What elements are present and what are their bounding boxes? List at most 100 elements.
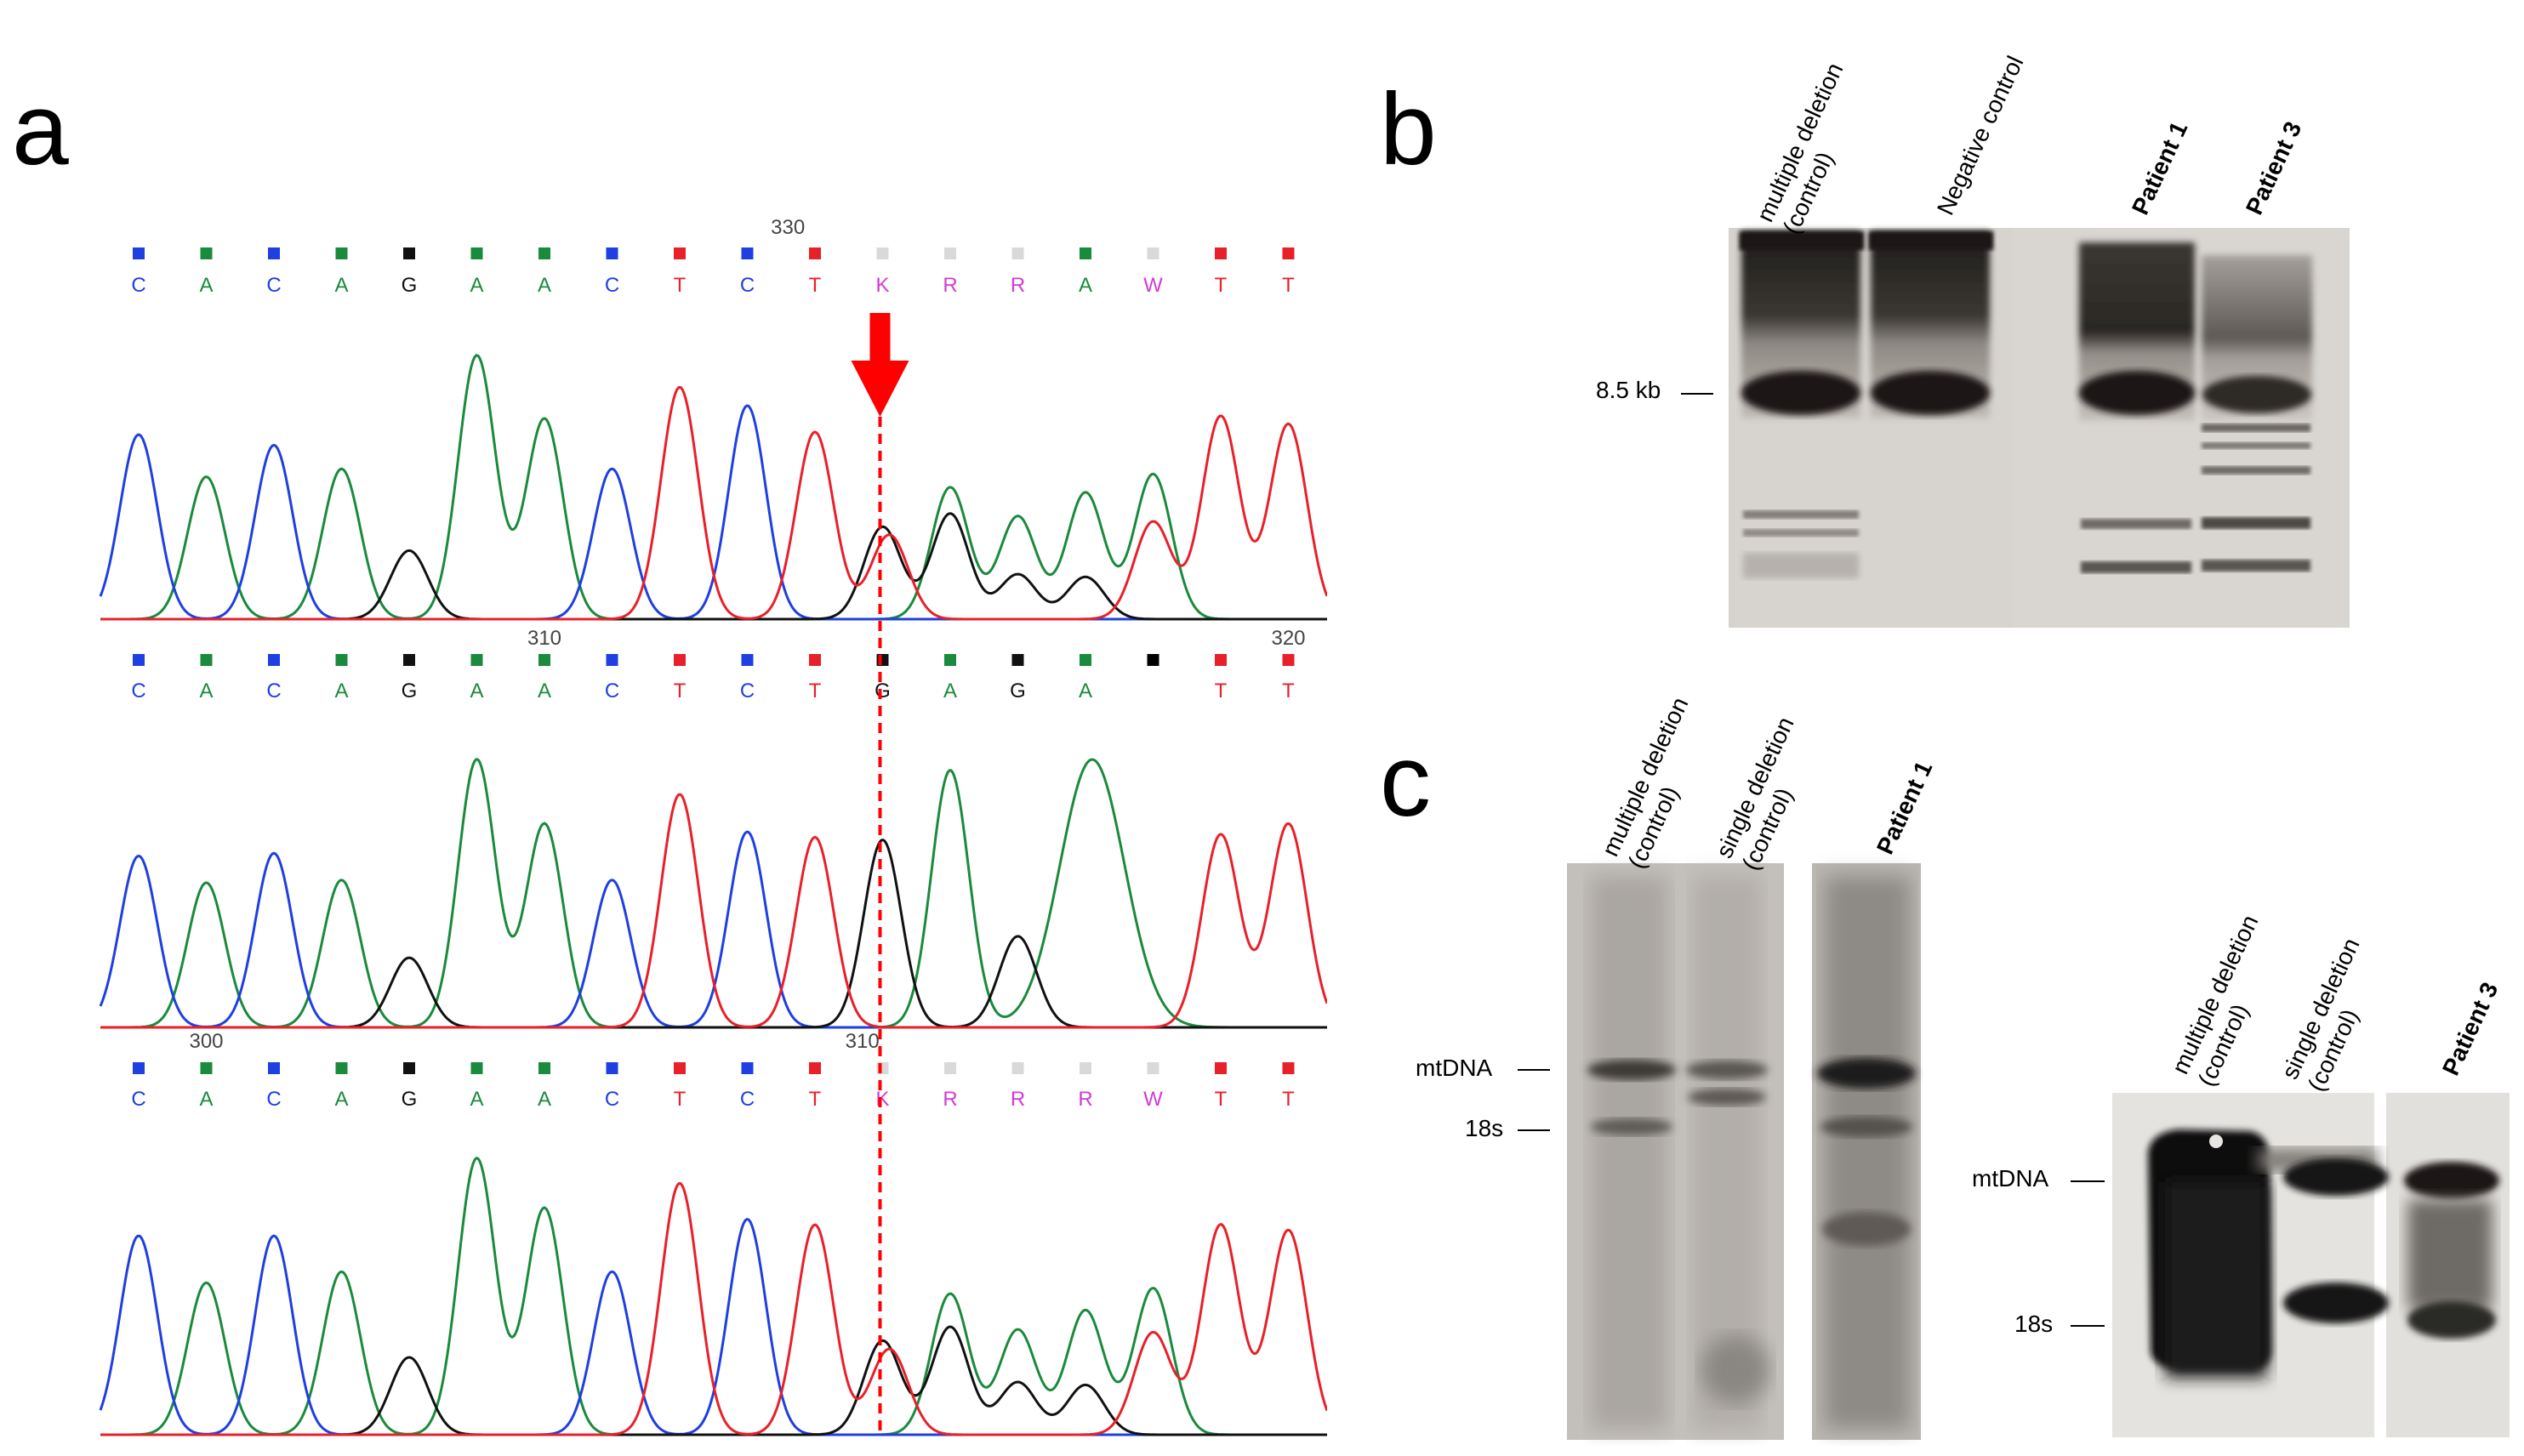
base-call: W: [1143, 1088, 1163, 1111]
quality-marker: [606, 247, 618, 259]
quality-marker: [809, 654, 821, 666]
base-call: T: [1215, 1088, 1228, 1111]
quality-marker: [335, 1062, 348, 1074]
base-call: C: [605, 680, 619, 702]
base-call: R: [1011, 274, 1025, 297]
trace-T: [100, 386, 1327, 621]
base-call: T: [674, 274, 687, 297]
quality-marker: [944, 247, 956, 259]
base-call: T: [809, 274, 822, 297]
base-call: A: [199, 1088, 213, 1111]
gel-b-patients-drawing: [2012, 228, 2350, 628]
quality-marker: [1282, 1062, 1295, 1074]
quality-marker: [200, 654, 213, 666]
quality-marker: [674, 247, 686, 259]
panel-label-b: b: [1380, 72, 1437, 186]
quality-marker: [538, 1062, 550, 1074]
base-call: W: [1143, 274, 1163, 297]
base-call: T: [809, 1088, 822, 1111]
base-call: A: [199, 274, 213, 297]
quality-marker: [944, 654, 956, 666]
quality-marker: [674, 1062, 686, 1074]
base-call: T: [1215, 680, 1228, 702]
blot-c-left: [1567, 863, 1921, 1440]
base-call: C: [605, 274, 619, 297]
blot-c-left-marker-mtdna: mtDNA: [1416, 1055, 1493, 1081]
base-call: C: [266, 680, 281, 702]
blot-c-right: [2112, 1093, 2510, 1437]
base-call: A: [538, 274, 551, 297]
blot-c-right-marker-mtdna: mtDNA: [1972, 1165, 2049, 1192]
position-label: 310: [846, 1030, 880, 1053]
base-call: T: [674, 1088, 687, 1111]
base-call: A: [199, 680, 213, 702]
blot-c-left-tick-18s: [1518, 1129, 1550, 1131]
quality-marker: [268, 1062, 280, 1074]
quality-marker: [268, 247, 280, 259]
gel-b-marker-label: 8.5 kb: [1596, 377, 1661, 403]
quality-marker: [1147, 247, 1159, 259]
base-call: R: [943, 1088, 957, 1111]
base-call: G: [402, 680, 418, 702]
trace-T: [100, 1182, 1327, 1436]
quality-marker: [1215, 247, 1227, 259]
position-label: 300: [189, 1030, 223, 1053]
base-call: T: [1282, 1088, 1295, 1111]
quality-marker: [741, 247, 754, 259]
quality-marker: [876, 247, 889, 259]
base-call: R: [1011, 1088, 1025, 1111]
base-call: A: [943, 680, 957, 702]
quality-marker: [606, 654, 618, 666]
base-call: R: [1078, 1088, 1092, 1111]
base-call: C: [131, 680, 145, 702]
base-call: T: [809, 680, 822, 702]
quality-marker: [403, 1062, 415, 1074]
base-call: K: [875, 1088, 889, 1111]
base-call: A: [470, 1088, 483, 1111]
base-call: A: [334, 274, 348, 297]
trace-C: [99, 1217, 1327, 1436]
chromatogram-track-2: C A C A G A A C T C T G A G A T T 310 320: [99, 627, 1327, 1029]
quality-marker: [674, 654, 686, 666]
trace-G: [100, 512, 1327, 621]
quality-marker: [1282, 247, 1295, 259]
base-call: A: [470, 274, 483, 297]
quality-marker: [335, 247, 348, 259]
base-call: G: [402, 274, 418, 297]
base-call: C: [131, 1088, 145, 1111]
panel-label-c: c: [1380, 724, 1431, 838]
quality-marker: [809, 1062, 821, 1074]
base-call: T: [1282, 680, 1295, 702]
position-label: 320: [1271, 627, 1305, 650]
quality-marker: [1080, 247, 1091, 259]
base-call: T: [674, 680, 687, 702]
base-call: A: [1079, 274, 1092, 297]
quality-marker: [335, 654, 348, 666]
quality-marker: [1147, 1062, 1159, 1074]
quality-marker: [133, 654, 145, 666]
base-call: T: [1282, 274, 1295, 297]
trace-G: [100, 839, 1327, 1029]
quality-marker: [741, 1062, 754, 1074]
position-label: 310: [527, 627, 561, 650]
base-call: C: [266, 274, 281, 297]
trace-T: [100, 793, 1327, 1029]
quality-marker: [133, 247, 145, 259]
base-call: K: [875, 274, 889, 297]
base-call: C: [266, 1088, 281, 1111]
base-call: T: [1215, 274, 1228, 297]
base-call: C: [605, 1088, 619, 1111]
chromatogram-track-3: C A C A G A A C T C T K R R R W T T 300 310: [99, 1030, 1327, 1436]
quality-marker: [538, 654, 550, 666]
quality-marker: [200, 1062, 213, 1074]
blot-c-right-tick-18s: [2071, 1325, 2105, 1327]
quality-marker: [1215, 1062, 1227, 1074]
quality-marker: [538, 247, 550, 259]
base-call: A: [1079, 680, 1092, 702]
base-call: G: [1010, 680, 1026, 702]
quality-marker: [1011, 1062, 1024, 1074]
base-call: C: [740, 680, 755, 702]
blot-c-left-tick-mtdna: [1518, 1069, 1550, 1071]
base-call: A: [334, 680, 348, 702]
position-label: 330: [771, 216, 805, 239]
